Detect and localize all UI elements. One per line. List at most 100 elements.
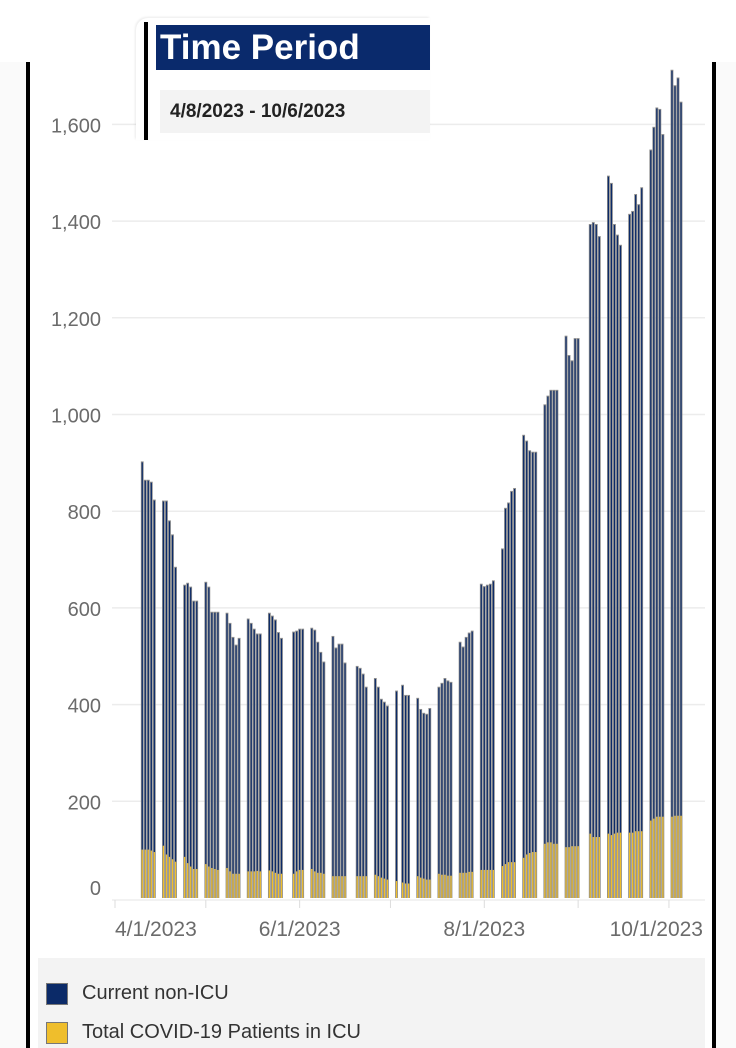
bar-non-icu [335,648,337,877]
filter-title: Time Period [156,25,430,70]
bar-non-icu [184,585,186,857]
date-range-selector[interactable]: 4/8/2023 - 10/6/2023 [160,90,430,133]
bar-icu [377,876,379,898]
bar-icu [459,872,461,898]
bar-non-icu [332,636,334,877]
bar-icu [141,849,143,898]
bar-non-icu [386,706,389,880]
bar-icu [677,815,679,898]
bar-icu [480,869,482,898]
bar-non-icu [450,682,452,876]
bar-icu [468,871,470,898]
bar-icu [256,870,258,898]
bar-non-icu [480,584,482,870]
bar-icu [544,843,546,898]
bar-non-icu [232,637,234,874]
bar-icu [619,832,622,898]
legend-label: Total COVID-19 Patients in ICU [82,1021,361,1043]
bar-icu [659,816,661,898]
bar-non-icu [377,687,379,877]
y-tick-label: 1,200 [51,309,101,331]
bar-icu [680,815,682,898]
bar-icu [426,879,428,898]
bar-icu [628,832,631,898]
bar-icu [193,868,195,898]
y-axis-labels: 0 200 400 600 800 1,000 1,200 1,400 1,600 [51,115,101,900]
bar-icu [653,818,655,898]
bar-non-icu [544,405,546,844]
bar-icu [523,857,525,898]
bar-icu [356,876,358,898]
bar-non-icu [471,631,473,872]
bar-icu [320,872,322,898]
bar-icu [271,871,274,898]
y-tick-label: 1,600 [51,115,101,137]
bar-icu [171,859,174,898]
bar-icu [635,831,637,898]
bar-icu [465,872,467,898]
bar-icu [247,871,249,898]
bar-non-icu [513,488,516,863]
card-accent-bar [144,22,148,140]
bar-icu [335,876,337,898]
legend-swatch-icu [46,1021,68,1044]
bar-non-icu [628,214,631,833]
bar-non-icu [671,70,673,817]
bar-icu [235,873,237,898]
bar-icu [190,866,192,898]
bar-non-icu [674,86,676,816]
bar-non-icu [147,480,149,850]
stacked-bar-chart: 0 200 400 600 800 1,000 1,200 1,400 1,600 4/1/20… [51,69,705,941]
page-margin-right [716,62,736,1048]
bar-non-icu [565,336,567,848]
bar-icu [317,872,319,898]
bar-non-icu [510,491,513,863]
bar-icu [280,873,283,898]
bar-icu [535,852,537,898]
bar-non-icu [144,480,146,850]
bar-icu [259,871,261,898]
bar-icu [574,846,576,898]
bar-non-icu [459,642,461,873]
bar-icu [450,875,452,898]
legend: Current non-ICU Total COVID-19 Patients … [38,958,705,1048]
bar-non-icu [550,390,552,843]
bar-icu [513,862,516,898]
bar-non-icu [153,500,155,853]
bar-icu [492,869,494,898]
bar-non-icu [408,695,410,884]
bar-non-icu [344,663,346,877]
bar-non-icu [174,567,177,862]
bar-icu [150,850,152,898]
bar-non-icu [492,581,494,870]
legend-item-non-icu[interactable]: Current non-ICU [46,982,229,1005]
bar-non-icu [632,211,634,833]
legend-item-icu[interactable]: Total COVID-19 Patients in ICU [46,1021,361,1044]
bar-icu [314,871,316,898]
bar-non-icu [171,535,174,860]
bar-non-icu [214,612,216,869]
bar-non-icu [168,521,171,857]
bar-icu [238,873,240,898]
bar-icu [184,856,186,898]
bar-icu [613,833,616,898]
bar-non-icu [574,339,576,847]
bar-non-icu [401,685,404,883]
bar-icu [556,843,558,898]
bar-icu [147,849,149,898]
bar-icu [441,874,443,898]
bar-non-icu [483,587,485,870]
x-tick-label: 10/1/2023 [610,918,703,941]
bar-non-icu [268,613,270,871]
bars [140,69,683,899]
bar-icu [489,869,491,898]
bar-non-icu [374,679,376,875]
page-margin-left [0,62,26,1048]
bar-non-icu [441,683,443,875]
bar-non-icu [271,616,274,872]
bar-icu [299,869,301,898]
bar-icu [217,869,219,898]
bar-icu [404,883,407,898]
bar-icu [671,816,673,898]
bar-non-icu [383,702,386,879]
